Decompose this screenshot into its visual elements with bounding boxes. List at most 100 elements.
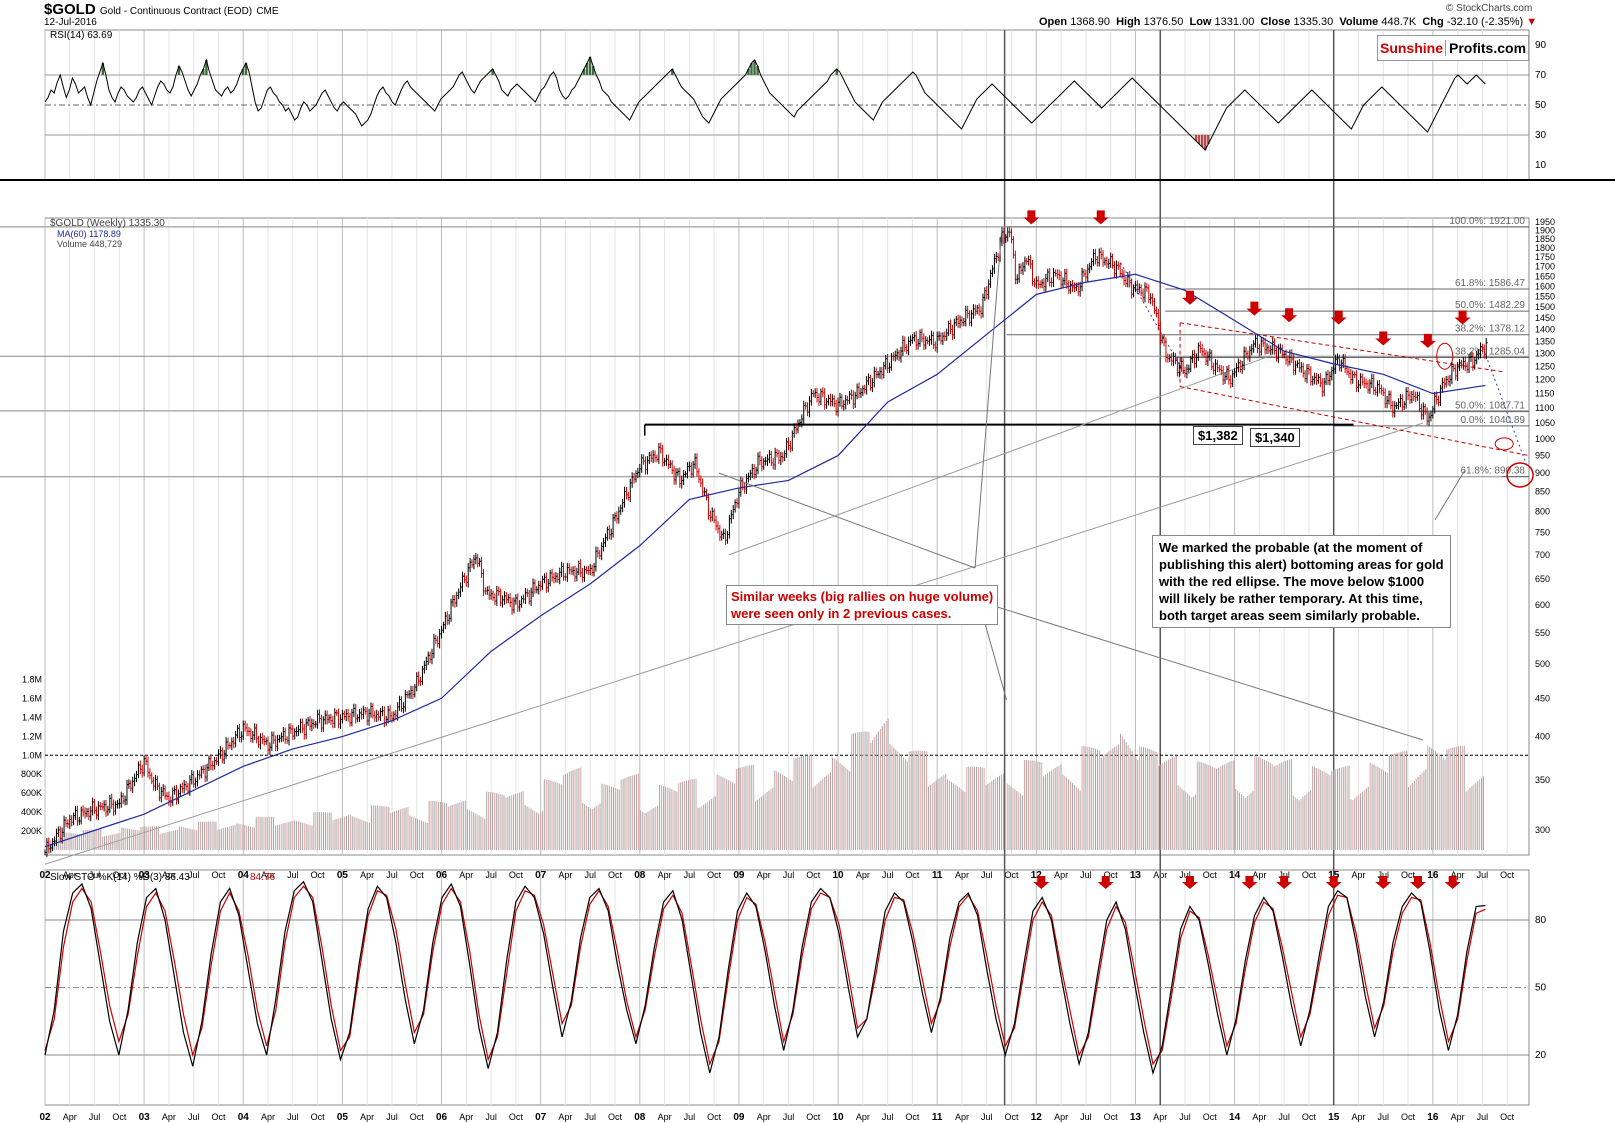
chg-label: Chg — [1422, 16, 1444, 28]
x-tick-label: Jul — [584, 1112, 596, 1122]
x-tick-label: Oct — [509, 1112, 524, 1122]
x-tick-label: Jul — [684, 1112, 696, 1122]
price-tick-label: 1050 — [1535, 418, 1555, 428]
down-arrow-icon — [1454, 310, 1471, 325]
x-tick-label: 10 — [832, 1112, 844, 1123]
x-tick-label: Apr — [1451, 870, 1465, 880]
x-tick-label: 11 — [932, 1112, 943, 1123]
chg-value: -32.10 (-2.35%) — [1446, 16, 1524, 28]
x-tick-label: 09 — [733, 870, 745, 881]
x-tick-label: Jul — [386, 1112, 398, 1122]
price-tick-label: 1350 — [1535, 336, 1555, 346]
price-tick-label: 900 — [1535, 468, 1550, 478]
fibonacci-label: 61.8%: 890.38 — [1461, 466, 1526, 477]
x-tick-label: Jul — [287, 1112, 299, 1122]
stochastic-legend: Slow STO %K(14) %D(3) 86.43 — [50, 872, 190, 883]
x-tick-label: Oct — [806, 870, 821, 880]
rsi-tick-label: 30 — [1535, 130, 1547, 141]
x-tick-label: 07 — [535, 870, 547, 881]
x-tick-label: Jul — [1278, 870, 1290, 880]
price-tick-label: 1700 — [1535, 262, 1555, 272]
close-value: 1335.30 — [1293, 16, 1334, 28]
fibonacci-label: 50.0%: 1482.29 — [1455, 300, 1525, 311]
down-arrow-icon: ▼ — [1526, 16, 1538, 28]
x-tick-label: Oct — [311, 1112, 326, 1122]
x-tick-label: 14 — [1229, 870, 1241, 881]
logo-word-profits: Profits.com — [1445, 40, 1527, 56]
price-tick-label: 1000 — [1535, 434, 1555, 444]
annotation-callout-line — [974, 599, 1424, 741]
price-tick-label: 450 — [1535, 693, 1550, 703]
x-tick-label: Oct — [608, 1112, 623, 1122]
down-arrow-icon — [1097, 876, 1114, 889]
x-tick-label: 03 — [139, 1112, 151, 1123]
x-tick-label: Jul — [1080, 1112, 1092, 1122]
volume-tick-label: 1.6M — [22, 693, 42, 703]
x-tick-label: Oct — [1500, 870, 1515, 880]
x-tick-label: Jul — [287, 870, 299, 880]
x-tick-label: Oct — [1401, 870, 1416, 880]
price-label-1340: $1,340 — [1250, 428, 1300, 447]
price-tick-label: 600 — [1535, 600, 1550, 610]
x-tick-label: 04 — [238, 870, 250, 881]
x-tick-label: Jul — [584, 870, 596, 880]
price-tick-label: 1400 — [1535, 325, 1555, 335]
volume-tick-label: 1.2M — [22, 731, 42, 741]
open-label: Open — [1039, 16, 1068, 28]
down-arrow-icon — [1330, 310, 1347, 325]
x-tick-label: 07 — [535, 1112, 547, 1123]
price-tick-label: 1250 — [1535, 361, 1555, 371]
x-tick-label: Apr — [1451, 1112, 1465, 1122]
x-tick-label: 06 — [436, 1112, 448, 1123]
x-tick-label: Jul — [882, 1112, 894, 1122]
x-tick-label: Apr — [558, 870, 572, 880]
x-tick-label: Oct — [707, 1112, 722, 1122]
price-tick-label: 1850 — [1535, 234, 1555, 244]
fibonacci-label: 61.8%: 1586.47 — [1455, 278, 1525, 289]
open-value: 1368.90 — [1070, 16, 1110, 28]
price-tick-label: 400 — [1535, 732, 1550, 742]
x-tick-label: Apr — [261, 1112, 275, 1122]
volume-tick-label: 1.0M — [22, 750, 42, 760]
fibonacci-label: 100.0%: 1921.00 — [1449, 216, 1525, 227]
annotation-line: both target areas seem similarly probabl… — [1159, 608, 1420, 623]
rsi-legend: RSI(14) 63.69 — [50, 30, 113, 41]
annotation-line: We marked the probable (at the moment of — [1159, 540, 1423, 555]
annotation-line: were seen only in 2 previous cases. — [731, 606, 952, 621]
down-arrow-icon — [1419, 333, 1436, 348]
channel-lower-line — [1179, 386, 1530, 457]
x-tick-label: Apr — [63, 1112, 77, 1122]
stochastic-d-value: 84.76 — [250, 872, 275, 883]
x-tick-label: Oct — [211, 870, 226, 880]
x-tick-label: Oct — [905, 870, 920, 880]
price-tick-label: 1900 — [1535, 225, 1555, 235]
x-tick-label: 03 — [139, 870, 151, 881]
x-tick-label: Apr — [658, 870, 672, 880]
down-arrow-icon — [1375, 331, 1392, 346]
fibonacci-label: 50.0%: 1087.71 — [1455, 401, 1525, 412]
annotation-callout-line — [974, 230, 1003, 569]
ohlc-readout: Open 1368.90 High 1376.50 Low 1331.00 Cl… — [1039, 16, 1537, 28]
x-tick-label: Oct — [112, 870, 127, 880]
x-tick-label: Oct — [1203, 870, 1218, 880]
trendline — [728, 355, 1270, 556]
x-tick-label: 08 — [634, 1112, 646, 1123]
down-arrow-icon — [1281, 308, 1298, 323]
volume-label: Volume — [1339, 16, 1379, 28]
ma-legend: MA(60) 1178.89 — [57, 229, 121, 239]
volume-legend: Volume 448,729 — [57, 239, 122, 249]
x-tick-label: 16 — [1427, 870, 1439, 881]
price-tick-label: 550 — [1535, 628, 1550, 638]
x-tick-label: 12 — [1031, 1112, 1043, 1123]
fibonacci-label: 0.0%: 1040.89 — [1461, 415, 1526, 426]
stochastic-tick-label: 80 — [1535, 915, 1547, 926]
x-tick-label: Oct — [1302, 1112, 1317, 1122]
x-tick-label: Jul — [1477, 1112, 1489, 1122]
volume-tick-label: 400K — [21, 807, 42, 817]
price-tick-label: 1950 — [1535, 217, 1555, 227]
x-tick-label: Jul — [981, 870, 993, 880]
x-tick-label: 13 — [1130, 870, 1142, 881]
logo-word-sunshine: Sunshine — [1379, 40, 1443, 56]
x-tick-label: 15 — [1328, 1112, 1340, 1123]
price-tick-label: 350 — [1535, 775, 1550, 785]
